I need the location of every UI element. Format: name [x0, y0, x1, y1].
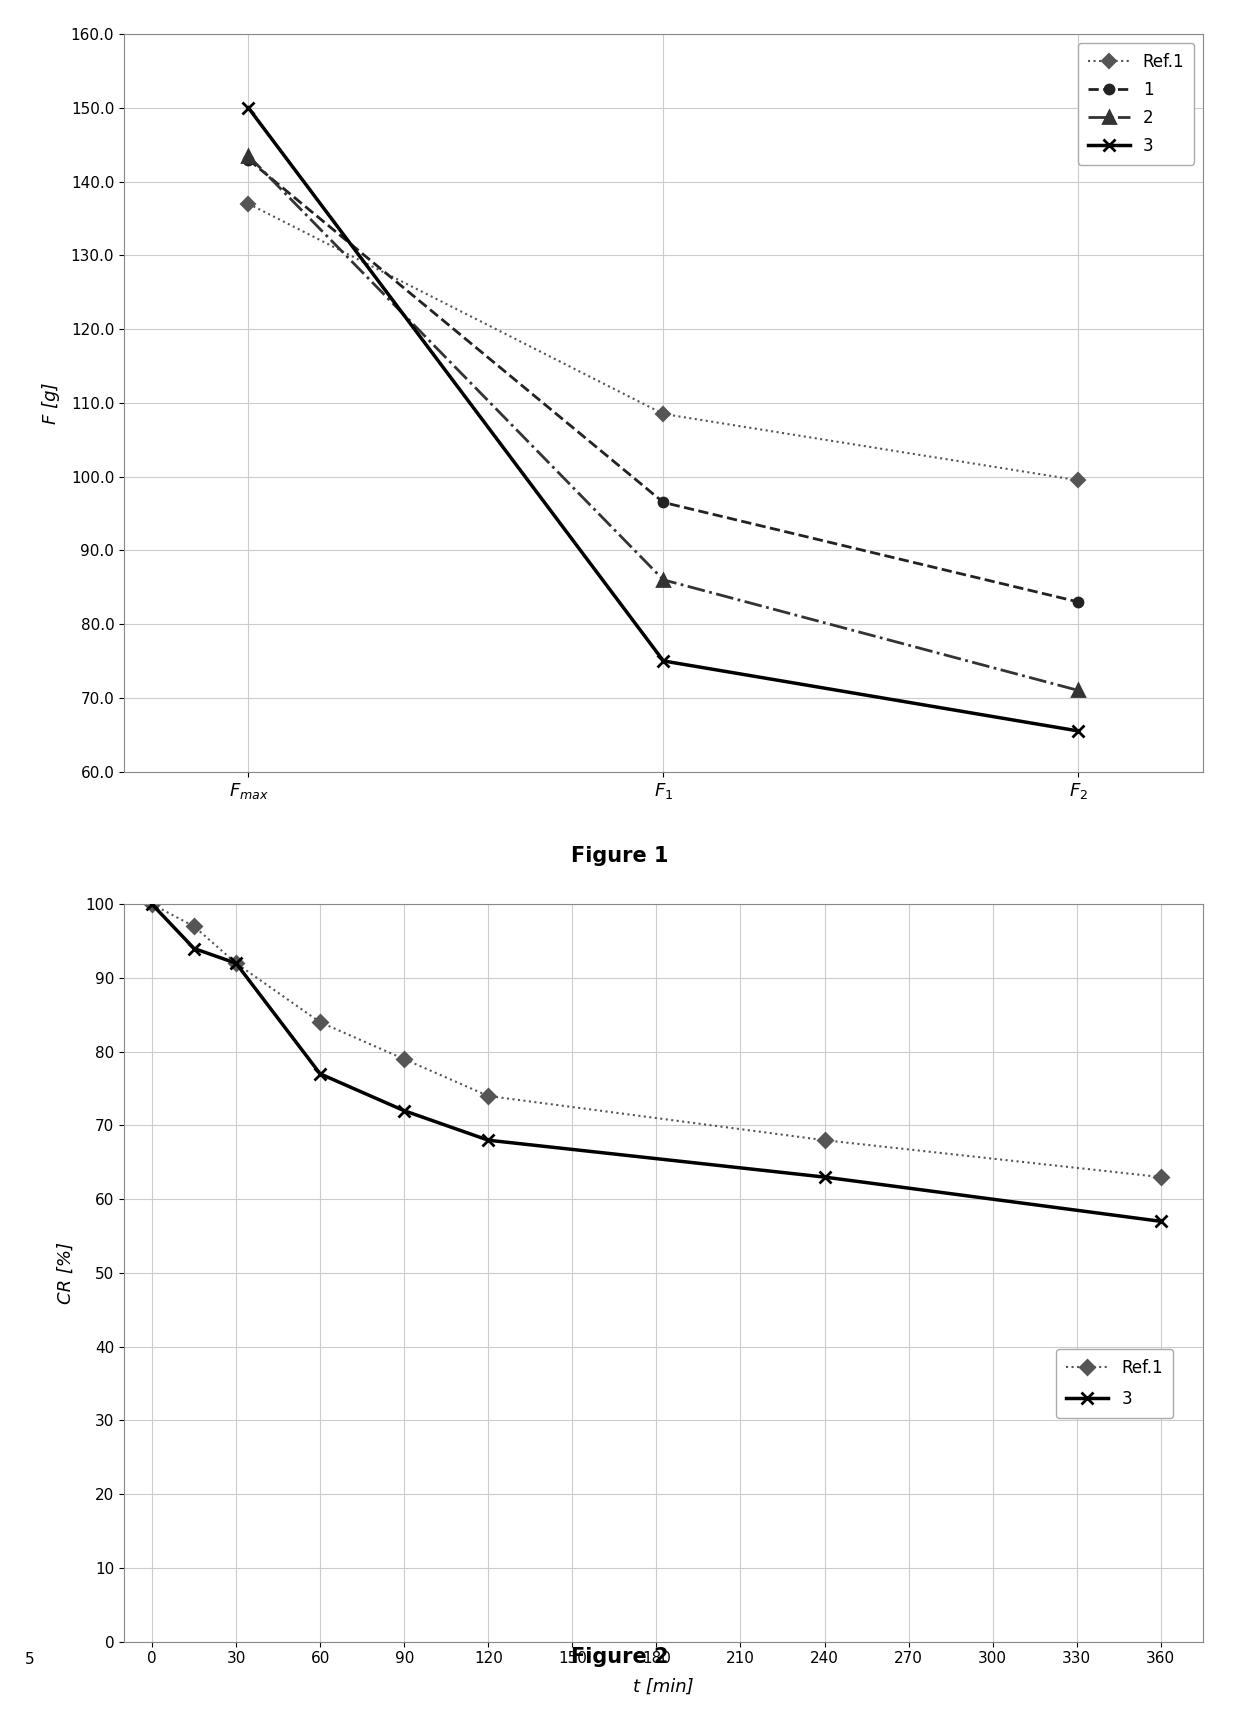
- 3: [241, 97, 255, 118]
- 3: [312, 1064, 327, 1084]
- 2: [656, 569, 671, 590]
- Ref.1: [1153, 1166, 1168, 1187]
- Ref.1: [186, 917, 201, 937]
- X-axis label: t [min]: t [min]: [634, 1678, 693, 1695]
- Legend: Ref.1, 3: Ref.1, 3: [1056, 1349, 1173, 1418]
- Text: 5: 5: [25, 1652, 35, 1667]
- 3: [1153, 1211, 1168, 1231]
- Ref.1: [241, 193, 255, 214]
- 3: [1071, 720, 1086, 740]
- Ref.1: [145, 894, 160, 915]
- Text: Figure 2: Figure 2: [572, 1647, 668, 1667]
- Line: 2: 2: [243, 150, 1084, 696]
- Ref.1: [1071, 470, 1086, 491]
- Line: 1: 1: [243, 154, 1084, 607]
- Y-axis label: CR [%]: CR [%]: [56, 1241, 74, 1305]
- Ref.1: [817, 1130, 832, 1151]
- 2: [1071, 681, 1086, 701]
- Line: 3: 3: [242, 101, 1085, 737]
- Ref.1: [312, 1012, 327, 1033]
- 3: [228, 952, 243, 973]
- 1: [656, 492, 671, 513]
- Line: Ref.1: Ref.1: [243, 198, 1084, 486]
- 3: [145, 894, 160, 915]
- 1: [1071, 592, 1086, 612]
- Ref.1: [481, 1086, 496, 1106]
- Ref.1: [397, 1048, 412, 1069]
- 3: [481, 1130, 496, 1151]
- Ref.1: [656, 404, 671, 424]
- Text: Figure 1: Figure 1: [572, 846, 668, 867]
- 3: [186, 939, 201, 959]
- 2: [241, 145, 255, 166]
- 3: [656, 652, 671, 672]
- Legend: Ref.1, 1, 2, 3: Ref.1, 1, 2, 3: [1078, 43, 1194, 164]
- 1: [241, 149, 255, 169]
- Line: Ref.1: Ref.1: [148, 899, 1166, 1182]
- 3: [397, 1101, 412, 1122]
- 3: [817, 1166, 832, 1187]
- Ref.1: [228, 952, 243, 973]
- Y-axis label: F [g]: F [g]: [42, 381, 60, 424]
- Line: 3: 3: [146, 898, 1167, 1228]
